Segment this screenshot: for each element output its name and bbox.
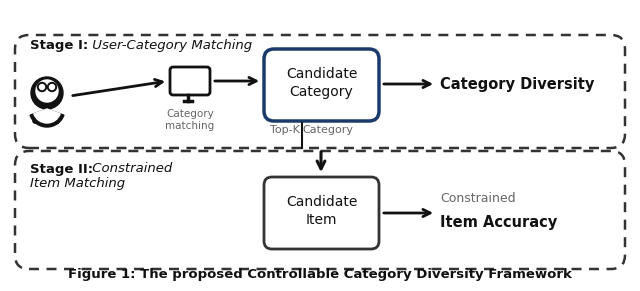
Text: Category
matching: Category matching — [165, 109, 214, 131]
Text: Constrained: Constrained — [440, 193, 516, 205]
Circle shape — [38, 83, 47, 91]
FancyBboxPatch shape — [264, 49, 379, 121]
Text: Constrained: Constrained — [88, 162, 172, 175]
FancyBboxPatch shape — [15, 151, 625, 269]
Circle shape — [40, 84, 45, 90]
Text: User: User — [31, 114, 63, 127]
Text: Category: Category — [302, 125, 353, 135]
Text: Category Diversity: Category Diversity — [440, 77, 595, 91]
Text: Top-K: Top-K — [270, 125, 300, 135]
FancyBboxPatch shape — [170, 67, 210, 95]
Text: User-Category Matching: User-Category Matching — [88, 40, 252, 52]
Text: Item Accuracy: Item Accuracy — [440, 216, 557, 230]
Text: Figure 1: The proposed Controllable Category Diversity Framework: Figure 1: The proposed Controllable Cate… — [68, 268, 572, 281]
Text: Stage I:: Stage I: — [30, 40, 88, 52]
Wedge shape — [34, 109, 60, 123]
Circle shape — [31, 77, 63, 109]
Text: Stage II:: Stage II: — [30, 162, 93, 175]
FancyBboxPatch shape — [15, 35, 625, 148]
Text: Item Matching: Item Matching — [30, 178, 125, 191]
Wedge shape — [30, 109, 64, 127]
FancyBboxPatch shape — [264, 177, 379, 249]
Text: Candidate
Item: Candidate Item — [286, 195, 357, 227]
Circle shape — [49, 84, 54, 90]
FancyBboxPatch shape — [43, 103, 51, 109]
Circle shape — [47, 83, 56, 91]
Circle shape — [36, 80, 58, 102]
Text: Candidate
Category: Candidate Category — [286, 67, 357, 99]
